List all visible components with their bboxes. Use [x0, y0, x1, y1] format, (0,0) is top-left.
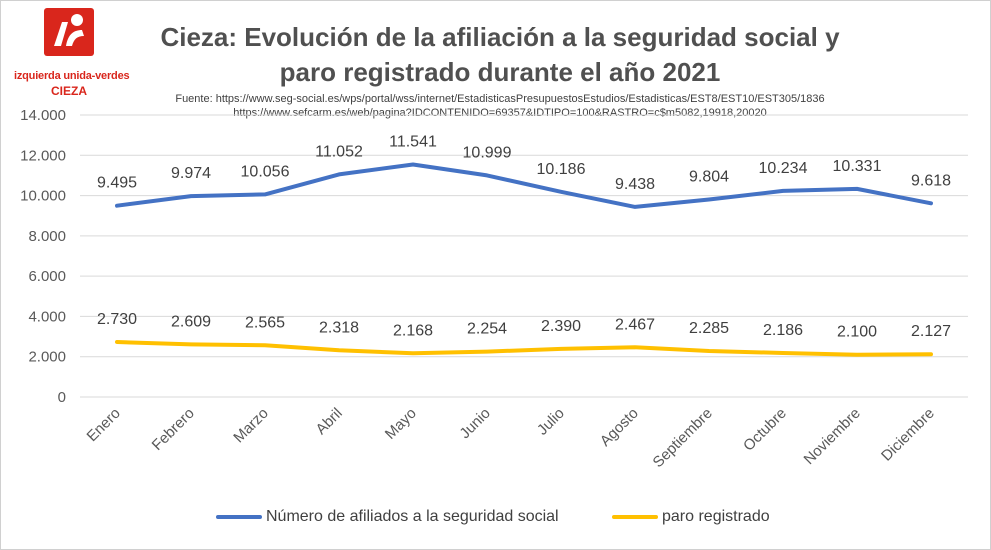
data-label: 2.168: [393, 322, 433, 339]
gridlines: [80, 114, 968, 398]
data-label: 2.318: [319, 319, 359, 336]
data-label: 2.285: [689, 320, 729, 337]
data-label: 9.804: [689, 169, 729, 186]
chart-subtitle: Fuente: https://www.seg-social.es/wps/po…: [100, 92, 900, 120]
y-tick-label: 2.000: [28, 349, 66, 366]
y-tick-label: 4.000: [28, 308, 66, 325]
logo-badge: [44, 8, 94, 56]
legend-item-afiliados: Número de afiliados a la seguridad socia…: [216, 508, 559, 526]
data-label: 10.331: [833, 158, 882, 175]
x-tick-label: Septiembre: [650, 405, 716, 471]
data-label: 10.186: [537, 161, 586, 178]
data-label: 9.974: [171, 165, 211, 182]
series-lines: [115, 162, 933, 357]
x-tick-label: Julio: [534, 405, 568, 439]
x-tick-label: Noviembre: [801, 405, 864, 468]
data-label: 10.999: [463, 144, 512, 161]
x-tick-label: Marzo: [230, 405, 271, 446]
y-tick-label: 6.000: [28, 268, 66, 285]
x-tick-label: Enero: [84, 405, 124, 445]
data-label: 2.254: [467, 321, 507, 338]
legend-label-paro: paro registrado: [662, 508, 770, 525]
y-tick-label: 8.000: [28, 228, 66, 245]
source-line-1: Fuente: https://www.seg-social.es/wps/po…: [175, 93, 825, 105]
data-label: 10.234: [759, 160, 808, 177]
y-tick-label: 12.000: [20, 147, 66, 164]
x-tick-label: Mayo: [382, 405, 420, 443]
data-label: 2.730: [97, 311, 137, 328]
y-tick-label: 10.000: [20, 188, 66, 205]
legend: Número de afiliados a la seguridad socia…: [0, 508, 991, 532]
data-label: 11.052: [315, 143, 363, 160]
data-label: 9.438: [615, 176, 655, 193]
legend-swatch-paro: [612, 515, 658, 519]
logo-mark-icon: [54, 14, 84, 46]
series-line-0: [115, 162, 933, 209]
data-label: 9.495: [97, 175, 137, 192]
data-label: 2.609: [171, 313, 211, 330]
data-label: 2.467: [615, 316, 655, 333]
data-label: 2.390: [541, 318, 581, 335]
logo-text-line1: izquierda unida-verdes: [14, 70, 130, 82]
chart-title: Cieza: Evolución de la afiliación a la s…: [160, 22, 840, 87]
x-tick-label: Febrero: [149, 405, 198, 454]
x-tick-label: Junio: [456, 405, 493, 442]
y-tick-label: 0: [58, 389, 66, 406]
x-tick-label: Diciembre: [878, 405, 938, 465]
source-line-2: https://www.sefcarm.es/web/pagina?IDCONT…: [233, 107, 767, 119]
x-tick-label: Octubre: [740, 405, 790, 455]
x-tick-label: Agosto: [597, 405, 642, 450]
data-label: 2.127: [911, 323, 951, 340]
logo-text-line2: CIEZA: [51, 84, 87, 98]
data-label: 10.056: [241, 163, 290, 180]
data-label: 2.100: [837, 324, 877, 341]
legend-item-paro: paro registrado: [612, 508, 770, 526]
x-axis-ticks: Enero Febrero Marzo Abril Mayo Junio Julio Agos…: [84, 405, 938, 471]
data-label: 9.618: [911, 172, 951, 189]
x-tick-label: Abril: [313, 405, 346, 438]
data-label: 2.186: [763, 322, 803, 339]
data-label: 11.541: [389, 134, 437, 151]
data-labels: 9.495 9.974 10.056 11.052 11.541 10.999 10.186…: [97, 134, 951, 341]
logo: izquierda unida-verdes CIEZA: [14, 8, 130, 98]
legend-label-afiliados: Número de afiliados a la seguridad socia…: [266, 508, 559, 525]
y-tick-label: 14.000: [20, 107, 66, 124]
y-axis-ticks: 0 2.000 4.000 6.000 8.000 10.000 12.000 14.000: [20, 107, 66, 406]
series-line-1: [115, 340, 933, 357]
data-label: 2.565: [245, 314, 285, 331]
legend-swatch-afiliados: [216, 515, 262, 519]
